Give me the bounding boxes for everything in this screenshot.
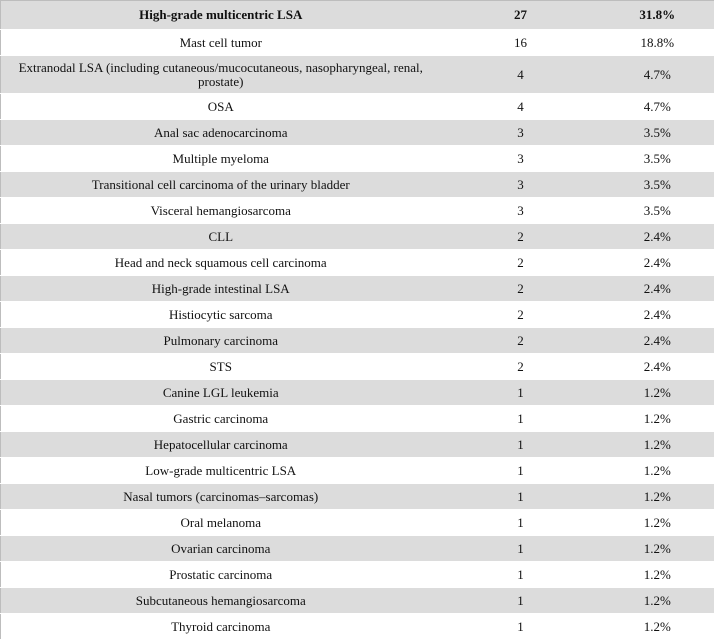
- tumor-type: Head and neck squamous cell carcinoma: [1, 250, 441, 276]
- percent: 1.2%: [601, 614, 714, 640]
- percent: 2.4%: [601, 276, 714, 302]
- percent: 1.2%: [601, 484, 714, 510]
- count: 1: [441, 432, 601, 458]
- tumor-type: Oral melanoma: [1, 510, 441, 536]
- count: 3: [441, 198, 601, 224]
- tumor-type: Ovarian carcinoma: [1, 536, 441, 562]
- tumor-type: Gastric carcinoma: [1, 406, 441, 432]
- tumor-type: CLL: [1, 224, 441, 250]
- count: 2: [441, 276, 601, 302]
- tumor-type: Low-grade multicentric LSA: [1, 458, 441, 484]
- percent: 1.2%: [601, 432, 714, 458]
- count: 1: [441, 406, 601, 432]
- tumor-type: Subcutaneous hemangiosarcoma: [1, 588, 441, 614]
- count: 2: [441, 224, 601, 250]
- percent: 1.2%: [601, 380, 714, 406]
- count: 2: [441, 302, 601, 328]
- count: 2: [441, 250, 601, 276]
- count: 27: [441, 1, 601, 30]
- percent: 3.5%: [601, 146, 714, 172]
- count: 16: [441, 30, 601, 56]
- tumor-type: Extranodal LSA (including cutaneous/muco…: [1, 56, 441, 94]
- table-row: Transitional cell carcinoma of the urina…: [1, 172, 714, 198]
- count: 3: [441, 146, 601, 172]
- count: 1: [441, 614, 601, 640]
- percent: 2.4%: [601, 250, 714, 276]
- tumor-type: Hepatocellular carcinoma: [1, 432, 441, 458]
- table-row: Extranodal LSA (including cutaneous/muco…: [1, 56, 714, 94]
- percent: 3.5%: [601, 120, 714, 146]
- tumor-type: OSA: [1, 94, 441, 120]
- percent: 3.5%: [601, 172, 714, 198]
- percent: 4.7%: [601, 94, 714, 120]
- percent: 31.8%: [601, 1, 714, 30]
- count: 1: [441, 562, 601, 588]
- percent: 2.4%: [601, 354, 714, 380]
- tumor-type: Prostatic carcinoma: [1, 562, 441, 588]
- percent: 1.2%: [601, 510, 714, 536]
- tumor-type: Visceral hemangiosarcoma: [1, 198, 441, 224]
- count: 4: [441, 94, 601, 120]
- count: 1: [441, 380, 601, 406]
- count: 4: [441, 56, 601, 94]
- tumor-type: Nasal tumors (carcinomas–sarcomas): [1, 484, 441, 510]
- count: 2: [441, 354, 601, 380]
- tumor-type: Anal sac adenocarcinoma: [1, 120, 441, 146]
- percent: 4.7%: [601, 56, 714, 94]
- tumor-type: High-grade multicentric LSA: [1, 1, 441, 30]
- count: 1: [441, 458, 601, 484]
- percent: 2.4%: [601, 328, 714, 354]
- tumor-type: Thyroid carcinoma: [1, 614, 441, 640]
- count: 3: [441, 120, 601, 146]
- tumor-type: STS: [1, 354, 441, 380]
- percent: 2.4%: [601, 224, 714, 250]
- percent: 1.2%: [601, 458, 714, 484]
- percent: 1.2%: [601, 588, 714, 614]
- percent: 1.2%: [601, 562, 714, 588]
- percent: 1.2%: [601, 406, 714, 432]
- tumor-type: Multiple myeloma: [1, 146, 441, 172]
- count: 1: [441, 588, 601, 614]
- tumor-type: High-grade intestinal LSA: [1, 276, 441, 302]
- count: 1: [441, 484, 601, 510]
- tumor-type: Canine LGL leukemia: [1, 380, 441, 406]
- percent: 18.8%: [601, 30, 714, 56]
- percent: 2.4%: [601, 302, 714, 328]
- percent: 3.5%: [601, 198, 714, 224]
- percent: 1.2%: [601, 536, 714, 562]
- count: 3: [441, 172, 601, 198]
- tumor-type: Mast cell tumor: [1, 30, 441, 56]
- tumor-type: Transitional cell carcinoma of the urina…: [1, 172, 441, 198]
- tumor-type: Histiocytic sarcoma: [1, 302, 441, 328]
- count: 2: [441, 328, 601, 354]
- tumor-type: Pulmonary carcinoma: [1, 328, 441, 354]
- count: 1: [441, 510, 601, 536]
- count: 1: [441, 536, 601, 562]
